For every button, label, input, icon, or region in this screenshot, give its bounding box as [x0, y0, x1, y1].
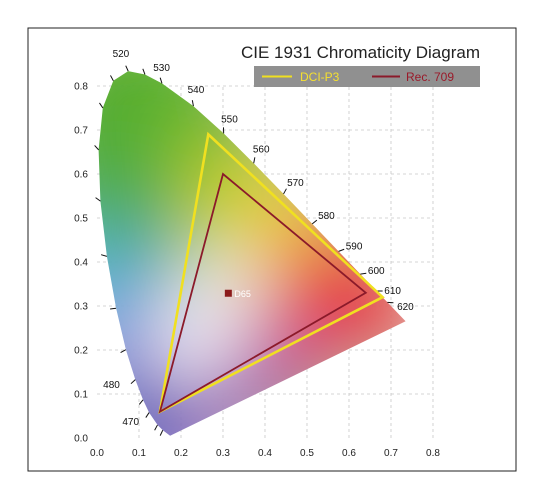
wavelength-label-590: 590: [346, 242, 363, 253]
y-tick-label: 0.7: [74, 126, 88, 137]
wavelength-label-470: 470: [122, 417, 139, 428]
x-tick-label: 0.5: [300, 448, 314, 459]
x-axis-ticks: 0.0 0.1 0.2 0.3 0.4 0.5 0.6 0.7 0.8: [90, 448, 440, 459]
x-tick-label: 0.3: [216, 448, 230, 459]
wavelength-label-580: 580: [318, 211, 335, 222]
y-tick-label: 0.1: [74, 390, 88, 401]
wavelength-label-540: 540: [188, 85, 205, 96]
legend: DCI-P3 Rec. 709: [254, 66, 480, 87]
wavelength-label-530: 530: [153, 63, 170, 74]
x-tick-label: 0.0: [90, 448, 104, 459]
wavelength-label-600: 600: [368, 266, 385, 277]
chart-title: CIE 1931 Chromaticity Diagram: [241, 43, 480, 62]
white-point-label: D65: [234, 289, 251, 299]
legend-label-rec-709: Rec. 709: [406, 70, 454, 84]
white-point-marker: [225, 290, 232, 297]
x-tick-label: 0.1: [132, 448, 146, 459]
wavelength-label-610: 610: [384, 286, 401, 297]
wavelength-label-570: 570: [287, 178, 304, 189]
y-tick-label: 0.3: [74, 302, 88, 313]
wavelength-label-480: 480: [103, 380, 120, 391]
y-tick-label: 0.5: [74, 214, 88, 225]
y-tick-label: 0.0: [74, 434, 88, 445]
x-tick-label: 0.8: [426, 448, 440, 459]
x-tick-label: 0.7: [384, 448, 398, 459]
y-tick-label: 0.6: [74, 170, 88, 181]
x-tick-label: 0.2: [174, 448, 188, 459]
legend-label-dci-p3: DCI-P3: [300, 70, 340, 84]
wavelength-label-620: 620: [397, 302, 414, 313]
y-tick-label: 0.8: [74, 82, 88, 93]
y-axis-ticks: 0.0 0.1 0.2 0.3 0.4 0.5 0.6 0.7 0.8: [74, 82, 88, 445]
y-tick-label: 0.2: [74, 346, 88, 357]
wavelength-label-560: 560: [253, 144, 270, 155]
y-tick-label: 0.4: [74, 258, 88, 269]
x-tick-label: 0.6: [342, 448, 356, 459]
wavelength-label-520: 520: [113, 49, 130, 60]
wavelength-label-550: 550: [221, 114, 238, 125]
x-tick-label: 0.4: [258, 448, 272, 459]
